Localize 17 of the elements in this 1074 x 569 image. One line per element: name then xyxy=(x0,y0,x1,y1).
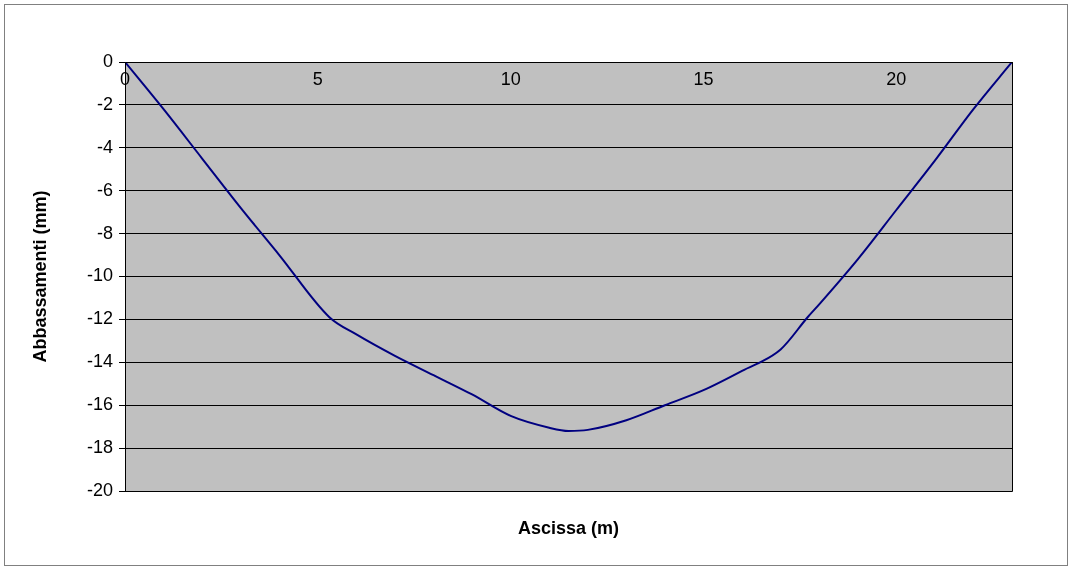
y-tick-label: -8 xyxy=(96,222,113,243)
y-tick-label: -14 xyxy=(86,351,113,372)
x-axis-title: Ascissa (m) xyxy=(516,518,621,539)
y-tick-label: -16 xyxy=(86,394,113,415)
y-tick-label: -18 xyxy=(86,437,113,458)
x-tick-label: 20 xyxy=(886,68,907,89)
y-tick-label: -12 xyxy=(86,308,113,329)
y-tick-label: -10 xyxy=(86,265,113,286)
y-tick-label: 0 xyxy=(102,50,113,71)
y-axis-title: Abbassamenti (mm) xyxy=(29,190,50,363)
y-tick-label: -6 xyxy=(96,179,113,200)
x-tick-label: 15 xyxy=(693,68,714,89)
x-tick-label: 10 xyxy=(500,68,521,89)
y-tick-label: -20 xyxy=(86,479,113,500)
y-tick-label: -4 xyxy=(96,136,113,157)
x-tick-label: 5 xyxy=(312,68,323,89)
y-tick-label: -2 xyxy=(96,93,113,114)
